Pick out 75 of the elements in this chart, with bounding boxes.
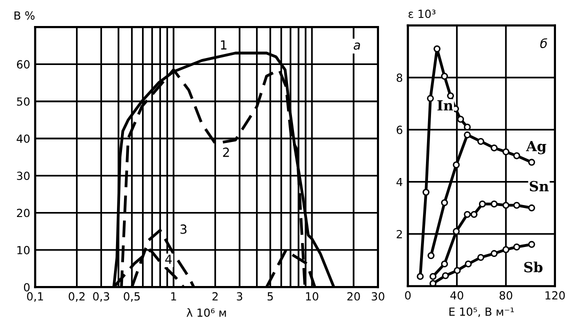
annotation: 3 — [180, 224, 186, 234]
point — [477, 254, 484, 261]
series-label: Ag — [526, 141, 546, 154]
series-label: Sb — [524, 262, 543, 272]
x-tick-label: 20 — [347, 292, 360, 301]
x-tick-label: 30 — [372, 292, 384, 301]
point — [452, 161, 460, 168]
x-tick-label: 40 — [450, 291, 464, 300]
x-tick-label: 1 — [171, 292, 176, 300]
series-label: In — [437, 100, 454, 110]
point — [430, 272, 436, 280]
x-tick-label: 120 — [546, 291, 565, 300]
y-tick-label: 40 — [16, 134, 30, 143]
y-tick-label: 60 — [16, 60, 30, 69]
point — [490, 200, 498, 208]
y-tick-label: 50 — [17, 97, 30, 106]
y-tick-label: 6 — [396, 126, 402, 134]
x-tick-label: 3 — [236, 292, 242, 301]
point — [441, 199, 448, 206]
point — [447, 92, 454, 100]
point — [490, 144, 498, 152]
point — [454, 266, 461, 274]
x-tick-label: 0,5 — [124, 292, 140, 302]
y-tick-label: 8 — [396, 74, 402, 82]
x-tick-label: 0,2 — [68, 292, 85, 302]
y-tick-label: 10 — [17, 246, 30, 254]
point — [416, 272, 424, 280]
annotation: б — [540, 38, 548, 48]
annotation: 1 — [221, 40, 226, 50]
y-axis-title: ε 10³ — [408, 10, 436, 18]
point — [528, 204, 536, 212]
x-axis-title: E 10⁵, В м⁻¹ — [449, 307, 514, 318]
series-label: Sn — [530, 180, 549, 192]
point — [470, 210, 478, 218]
annotation: а — [354, 42, 360, 50]
point — [513, 244, 520, 250]
point — [477, 138, 484, 145]
y-tick-label: 30 — [17, 172, 30, 180]
point — [430, 280, 436, 286]
annotation: 2 — [223, 148, 229, 157]
point — [464, 131, 471, 138]
y-axis-title: B % — [14, 11, 35, 20]
point — [441, 260, 448, 268]
x-tick-label: 10 — [306, 292, 318, 301]
x-tick-label: 0,1 — [27, 292, 43, 302]
point — [502, 202, 510, 209]
point — [464, 260, 472, 268]
y-tick-label: 0 — [24, 283, 30, 292]
point — [428, 252, 434, 260]
point — [426, 94, 434, 102]
y-tick-label: 20 — [16, 208, 30, 218]
point — [528, 158, 536, 166]
point — [441, 72, 448, 80]
point — [457, 116, 464, 123]
x-tick-label: 5 — [268, 292, 273, 301]
x-tick-label: 80 — [500, 291, 512, 300]
point — [490, 250, 498, 257]
point — [442, 272, 449, 280]
point — [528, 240, 536, 248]
point — [478, 200, 486, 208]
y-tick-label: 2 — [396, 230, 402, 238]
x-tick-label: 2 — [212, 292, 218, 300]
point — [434, 45, 440, 52]
point — [464, 210, 471, 218]
annotation: 4 — [165, 254, 172, 264]
x-tick-label: 0 — [405, 291, 411, 300]
point — [502, 246, 510, 254]
y-tick-label: 4 — [396, 178, 402, 186]
x-axis-title: λ 10⁶ м — [186, 308, 226, 317]
point — [452, 228, 460, 235]
point — [513, 202, 520, 209]
point — [513, 152, 520, 160]
point — [422, 188, 430, 196]
x-tick-label: 0,3 — [93, 292, 110, 302]
point — [502, 148, 510, 156]
